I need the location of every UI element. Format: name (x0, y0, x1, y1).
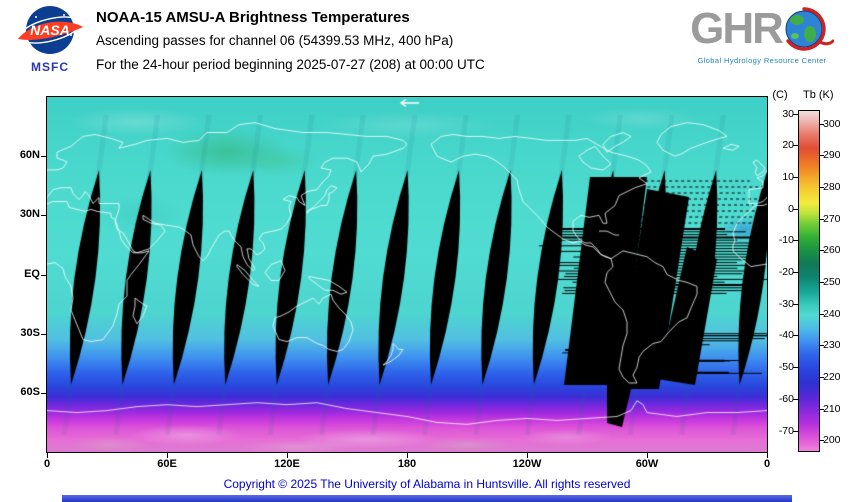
colorbar-c-tick-mark (793, 240, 798, 242)
colorbar-c-tick-label: 30 (782, 107, 794, 120)
colorbar-k-tick-mark (819, 250, 824, 252)
map-canvas (46, 96, 768, 453)
lon-tick-label: 0 (763, 458, 771, 470)
colorbar-c-tick-mark (793, 303, 798, 305)
colorbar-k-tick-label: 290 (823, 149, 841, 162)
lon-tick-label: 60W (635, 458, 659, 470)
lon-tick-mark (287, 453, 288, 458)
nasa-wordmark: NASA (30, 22, 70, 38)
colorbar-c-tick-label: 0 (788, 202, 794, 215)
colorbar-k-tick-mark (819, 282, 824, 284)
lon-tick-mark (647, 453, 648, 458)
lon-tick-label: 0 (43, 458, 51, 470)
lon-tick-mark (527, 453, 528, 458)
footer-divider-bar (62, 495, 792, 502)
lon-tick-mark (407, 453, 408, 458)
nasa-msfc-label: MSFC (31, 60, 69, 74)
colorbar-c-tick-label: -40 (778, 329, 794, 342)
lat-tick-mark (41, 392, 46, 394)
colorbar-gradient (798, 110, 820, 452)
colorbar-c-tick-mark (793, 113, 798, 115)
ghrc-logo-text: GHR (690, 4, 784, 53)
colorbar-celsius-header: (C) (772, 89, 788, 101)
lon-tick-label: 180 (397, 458, 417, 470)
lat-tick-mark (41, 333, 46, 335)
lat-tick-label: EQ (24, 267, 40, 280)
colorbar-c-tick-mark (793, 335, 798, 337)
colorbar-c-tick-mark (793, 272, 798, 274)
colorbar-k-tick-mark (819, 123, 824, 125)
colorbar-c-tick-mark (793, 367, 798, 369)
colorbar-k-tick-mark (819, 408, 824, 410)
colorbar-c-tick-label: -20 (778, 266, 794, 279)
lon-tick-mark (767, 453, 768, 458)
lat-tick-label: 30S (20, 326, 40, 339)
page-subtitle-channel: Ascending passes for channel 06 (54399.5… (96, 33, 454, 48)
lat-tick-mark (41, 215, 46, 217)
colorbar-k-tick-mark (819, 313, 824, 315)
colorbar-c-tick-label: -10 (778, 234, 794, 247)
lon-tick-label: 120E (274, 458, 300, 470)
colorbar-k-tick-label: 210 (823, 402, 841, 415)
colorbar-k-tick-label: 240 (823, 307, 841, 320)
colorbar-c-tick-mark (793, 208, 798, 210)
page-subtitle-period: For the 24-hour period beginning 2025-07… (96, 57, 485, 72)
lon-tick-label: 120W (512, 458, 542, 470)
colorbar-c-tick-label: 20 (782, 139, 794, 152)
colorbar-k-tick-label: 270 (823, 212, 841, 225)
colorbar-k-tick-mark (819, 377, 824, 379)
lat-tick-label: 60S (20, 385, 40, 398)
colorbar-c-tick-label: -70 (778, 424, 794, 437)
colorbar-c-tick-label: 10 (782, 171, 794, 184)
colorbar-k-tick-label: 220 (823, 371, 841, 384)
colorbar-c-tick-label: -30 (778, 297, 794, 310)
colorbar-k-tick-mark (819, 186, 824, 188)
colorbar-k-tick-mark (819, 345, 824, 347)
colorbar-k-tick-label: 250 (823, 276, 841, 289)
colorbar-k-tick-label: 260 (823, 244, 841, 257)
colorbar-k-tick-label: 230 (823, 339, 841, 352)
colorbar-k-tick-label: 300 (823, 117, 841, 130)
colorbar-k-tick-mark (819, 440, 824, 442)
lat-tick-mark (41, 274, 46, 276)
lat-tick-mark (41, 156, 46, 158)
ghrc-globe-icon (785, 7, 834, 51)
footer-copyright: Copyright © 2025 The University of Alaba… (223, 477, 631, 491)
lon-tick-label: 60E (157, 458, 177, 470)
colorbar-c-tick-mark (793, 177, 798, 179)
colorbar-c-tick-mark (793, 430, 798, 432)
colorbar-k-tick-label: 200 (823, 434, 841, 447)
colorbar-k-tick-label: 280 (823, 180, 841, 193)
lat-tick-label: 60N (19, 149, 40, 162)
lon-tick-mark (167, 453, 168, 458)
ghrc-tagline: Global Hydrology Resource Center (697, 56, 827, 65)
colorbar-k-tick-mark (819, 155, 824, 157)
colorbar-k-tick-mark (819, 218, 824, 220)
lat-tick-label: 30N (19, 208, 40, 221)
nasa-logo[interactable]: NASA MSFC (12, 5, 88, 74)
ghrc-logo[interactable]: GHR Global Hydrology Resource Center (674, 3, 850, 65)
page-title: NOAA-15 AMSU-A Brightness Temperatures (96, 9, 410, 26)
nasa-insignia-icon: NASA (18, 6, 83, 54)
lon-tick-mark (47, 453, 48, 458)
colorbar-c-tick-label: -50 (778, 361, 794, 374)
colorbar-c-tick-mark (793, 398, 798, 400)
colorbar-c-tick-mark (793, 145, 798, 147)
colorbar-kelvin-header: Tb (K) (803, 89, 834, 101)
colorbar-c-tick-label: -60 (778, 392, 794, 405)
